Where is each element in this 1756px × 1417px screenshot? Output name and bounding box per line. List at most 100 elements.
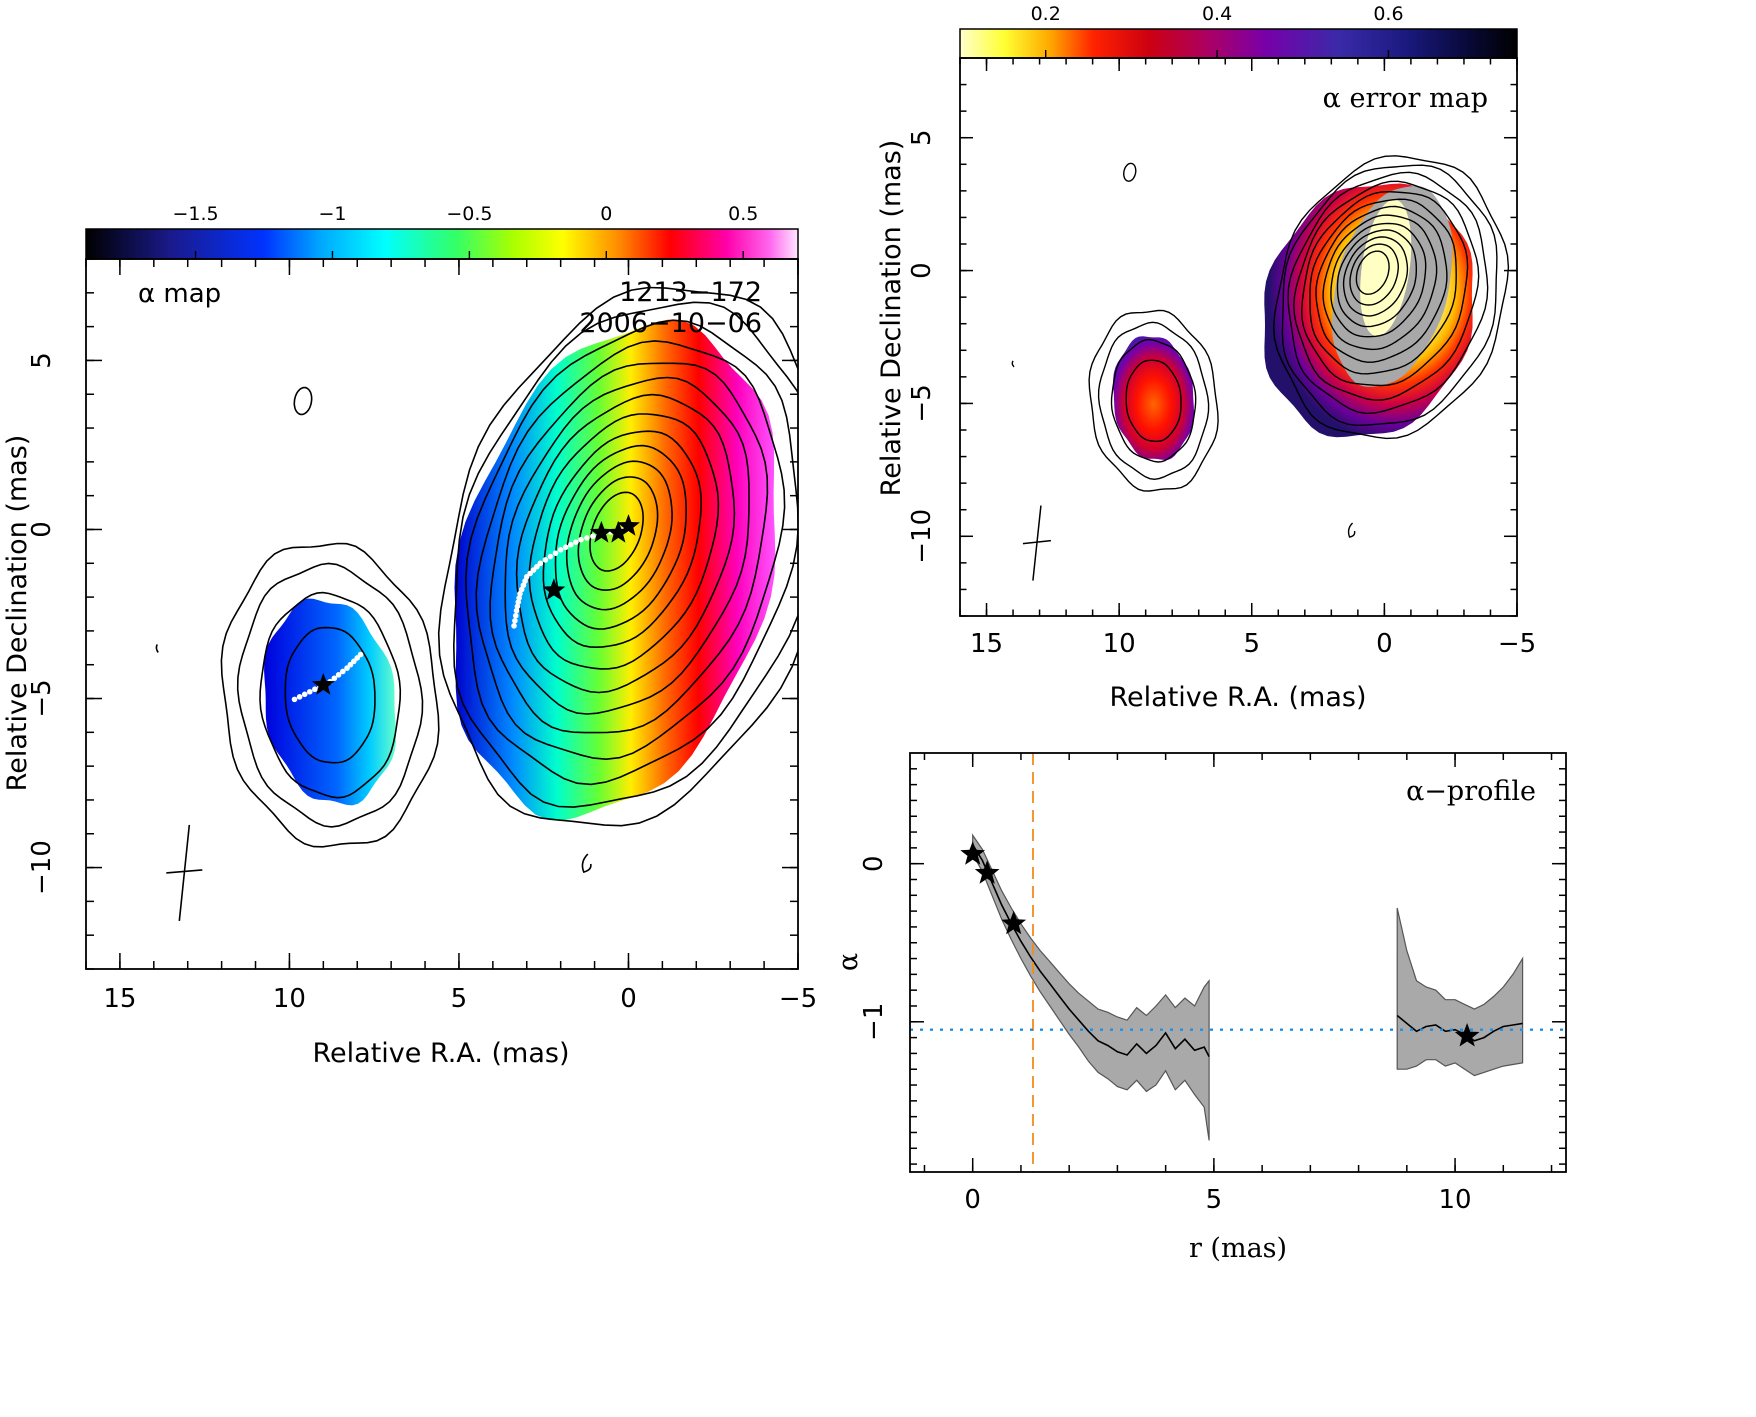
ridge-dot (584, 535, 590, 541)
error-knot-contour (1110, 338, 1197, 463)
alpha-map-frame (85, 258, 799, 970)
ridge-dot (340, 668, 346, 675)
ridge-dot (537, 560, 544, 567)
core-contour (528, 413, 720, 670)
core-contour (489, 362, 769, 734)
ridge-dot (512, 617, 518, 624)
alpha-map-ylabel: Relative Declination (mas) (2, 435, 33, 792)
error-map-label: α error map (1323, 83, 1488, 114)
ridge-dot (568, 541, 574, 548)
error-noise-contour (1347, 522, 1356, 538)
core-contour (464, 319, 798, 786)
x-tick-label: 15 (970, 629, 1003, 659)
core-contour (589, 491, 644, 572)
x-tick-label: 0 (620, 984, 637, 1014)
x-tick-label: 15 (103, 984, 136, 1014)
error-colorbar (959, 28, 1518, 59)
ridge-dot (523, 574, 530, 580)
beam-major-axis (178, 824, 191, 922)
error-core-contour (1293, 180, 1480, 401)
profile-frame (909, 752, 1567, 1173)
error-map-beam-cross (1022, 505, 1051, 581)
alpha-map-label: α map (138, 279, 221, 309)
y-tick-label: 0 (907, 262, 937, 279)
alpha-map-panel: −1.5 −1 −0.5 0 0.5 15 10 5 0 −5 5 0 −5 −10 α map 121… (2, 203, 817, 1069)
profile-label: α−profile (1406, 776, 1536, 807)
error-knot-contour (1097, 321, 1210, 481)
x-tick-label: 0 (964, 1185, 981, 1215)
core-contour (542, 430, 702, 649)
error-map-frame (959, 57, 1518, 617)
alpha-colorbar-ticks: −1.5 −1 −0.5 0 0.5 (172, 203, 758, 259)
reference-lines (910, 753, 1566, 1172)
core-contour (515, 393, 736, 694)
error-map-axis-ticks (959, 57, 1518, 617)
error-core-contour (1336, 229, 1417, 328)
error-core-contour (1315, 205, 1448, 363)
component-star (606, 520, 630, 543)
error-core-contour (1300, 190, 1469, 387)
x-tick-label: 10 (1103, 629, 1136, 659)
ridge-dot (513, 607, 520, 614)
x-tick-label: −5 (779, 984, 817, 1014)
error-core-contour (1272, 155, 1510, 440)
error-knot-contour (1088, 309, 1219, 492)
error-knot-contour (1125, 359, 1182, 443)
beam-major-axis (1032, 505, 1042, 581)
ridge-dot (351, 658, 357, 665)
ridge-dot (512, 612, 519, 619)
y-tick-label: 5 (907, 129, 937, 146)
ridge-dot (354, 655, 361, 661)
alpha-colorbar (85, 228, 799, 260)
ridge-dot (590, 533, 596, 540)
x-tick-label: 5 (451, 984, 468, 1014)
profile-ylabel: α (833, 953, 864, 971)
noise-contour (293, 386, 313, 416)
y-tick-label: −10 (27, 840, 57, 895)
y-tick-label: −1 (859, 1003, 889, 1041)
error-band (972, 833, 1210, 1141)
noise-contour (155, 644, 159, 653)
beam-cross (166, 824, 203, 922)
ridge-dot (573, 539, 579, 545)
y-tick-label: 0 (27, 521, 57, 538)
ridge-dot (520, 582, 527, 589)
alpha-map-tick-labels: 15 10 5 0 −5 5 0 −5 −10 (27, 352, 817, 1014)
error-core-contour (1322, 214, 1438, 351)
component-stars (311, 514, 640, 695)
profile-star (1001, 910, 1027, 935)
ridge-dot (518, 586, 525, 593)
error-colorbar-ticks: 0.2 0.4 0.6 (1031, 3, 1404, 58)
ridge-dot (522, 578, 528, 584)
error-core-contour (1355, 250, 1390, 295)
alpha-profile-panel: 0 5 10 0 −1 α−profile r (mas) α (833, 752, 1567, 1264)
ridge-dot (516, 595, 522, 601)
component-star (617, 514, 640, 536)
ridge-dot (335, 672, 342, 678)
profile-error-bands (972, 833, 1524, 1141)
error-core-contour (1309, 198, 1457, 375)
alpha-map-image (264, 319, 776, 821)
core-contour (565, 460, 673, 611)
ridge-dot (296, 694, 303, 700)
profile-axis-ticks (910, 753, 1566, 1172)
error-noise-contour (1011, 360, 1015, 368)
ridge-dot (511, 623, 517, 629)
ridge-dot (312, 686, 318, 693)
ridge-dot (344, 665, 350, 671)
error-core-contour (1330, 222, 1427, 338)
colorbar-tick-label: −0.5 (446, 203, 492, 225)
ridge-dot (578, 536, 584, 543)
ridge-dot (517, 590, 523, 597)
error-map-contours (1011, 155, 1510, 538)
profile-stars (960, 841, 1480, 1047)
ridge-dot (306, 688, 313, 695)
profile-star (1454, 1023, 1480, 1047)
ridge-dot (291, 696, 298, 703)
ridge-dot (527, 570, 533, 577)
ridge-dot (552, 550, 559, 556)
alpha-map-axis-ticks (85, 258, 799, 970)
error-core-contour (1281, 164, 1498, 427)
alpha-error-map-panel: 0.2 0.4 0.6 15 10 5 0 −5 5 0 −5 −10 α error map Re… (876, 3, 1536, 713)
